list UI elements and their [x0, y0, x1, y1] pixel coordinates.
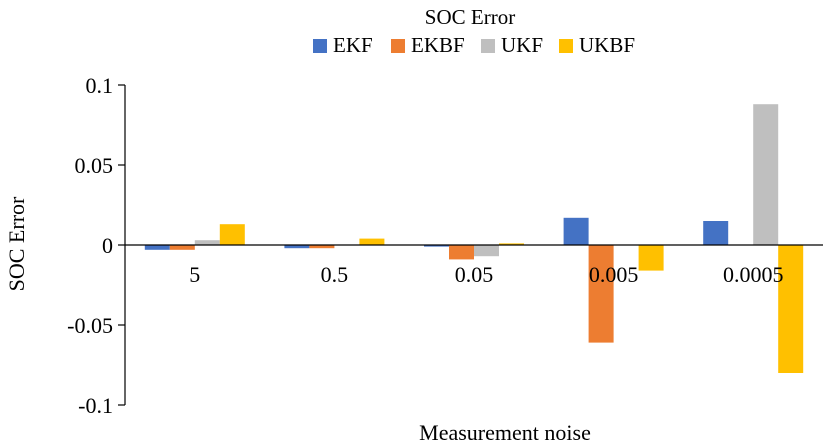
bar-ukbf-3 — [638, 245, 664, 271]
x-axis-categories: 5 0.5 0.05 0.005 0.0005 — [189, 262, 783, 287]
x-category-label: 5 — [189, 262, 200, 287]
bar-ukf-0 — [194, 240, 220, 245]
legend-label-ekf: EKF — [333, 33, 373, 57]
bar-ukbf-2 — [499, 243, 524, 245]
bar-ukf-4 — [753, 104, 779, 245]
x-category-label: 0.0005 — [723, 262, 784, 287]
bar-ekbf-1 — [309, 245, 335, 249]
bar-ekf-2 — [424, 245, 449, 247]
bar-ekf-1 — [284, 245, 310, 249]
bar-ekf-4 — [703, 221, 729, 245]
y-tick-label: 0.05 — [75, 153, 114, 178]
bar-ukbf-1 — [359, 238, 385, 245]
y-tick-label: 0 — [102, 233, 113, 258]
bar-ukf-2 — [474, 245, 499, 257]
legend-swatch-ukf — [481, 39, 495, 53]
legend-label-ukbf: UKBF — [579, 33, 635, 57]
bar-ekbf-0 — [169, 245, 195, 250]
y-axis-title: SOC Error — [4, 196, 29, 291]
legend-label-ukf: UKF — [501, 33, 543, 57]
x-category-label: 0.5 — [321, 262, 349, 287]
y-axis: 0.1 0.05 0 -0.05 -0.1 — [67, 73, 125, 418]
bars — [144, 104, 804, 373]
y-tick-label: -0.1 — [78, 393, 113, 418]
legend-swatch-ekbf — [391, 39, 405, 53]
x-category-label: 0.005 — [589, 262, 639, 287]
bar-ekbf-3 — [588, 245, 614, 343]
bar-ekf-0 — [144, 245, 170, 250]
chart-title: SOC Error — [425, 5, 515, 29]
x-category-label: 0.05 — [455, 262, 494, 287]
y-tick-label: -0.05 — [67, 313, 113, 338]
legend: EKF EKBF UKF UKBF — [313, 33, 635, 57]
y-tick-label: 0.1 — [86, 73, 114, 98]
legend-swatch-ukbf — [559, 39, 573, 53]
legend-label-ekbf: EKBF — [411, 33, 465, 57]
bar-ekf-3 — [563, 217, 589, 245]
bar-ekbf-2 — [449, 245, 474, 260]
bar-ukbf-4 — [778, 245, 804, 373]
bar-ukbf-0 — [219, 224, 245, 245]
legend-swatch-ekf — [313, 39, 327, 53]
x-axis-title: Measurement noise — [419, 420, 591, 445]
